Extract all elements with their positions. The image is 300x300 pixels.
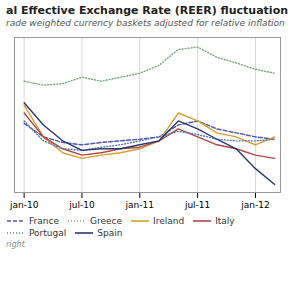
html-text:France: France bbox=[29, 216, 59, 226]
html-text:Portugal: Portugal bbox=[29, 228, 67, 238]
html-text:Italy: Italy bbox=[215, 216, 235, 226]
html-text:Spain: Spain bbox=[97, 228, 123, 238]
svg-text:jul-11: jul-11 bbox=[184, 200, 210, 210]
html-text:Ireland: Ireland bbox=[153, 216, 185, 226]
html-text:rade weighted currency baskets: rade weighted currency baskets adjusted … bbox=[6, 18, 285, 29]
svg-text:jan-12: jan-12 bbox=[240, 200, 269, 210]
html-text:right: right bbox=[6, 240, 25, 249]
html-text:Greece: Greece bbox=[89, 216, 122, 226]
svg-text:jan-10: jan-10 bbox=[9, 200, 39, 210]
html-text:al Effective Exchange Rate (RE: al Effective Exchange Rate (REER) fluctu… bbox=[6, 4, 288, 17]
svg-text:jul-10: jul-10 bbox=[68, 200, 95, 210]
svg-text:jan-11: jan-11 bbox=[125, 200, 154, 210]
